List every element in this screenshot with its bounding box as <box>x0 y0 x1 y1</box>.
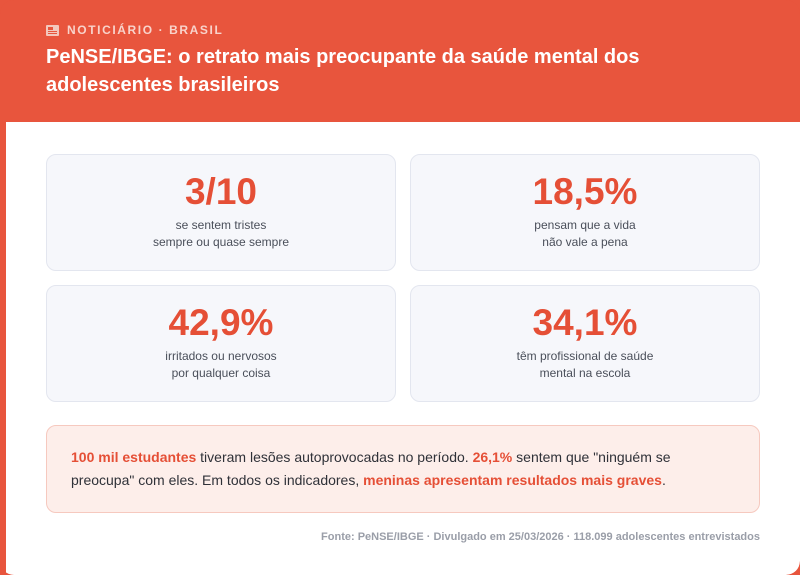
kicker: NOTICIÁRIO · BRASIL <box>46 22 754 38</box>
note-highlight: 26,1% <box>472 449 513 465</box>
stat-description-line: mental na escola <box>539 366 631 380</box>
stat-description: têm profissional de saúde mental na esco… <box>411 348 759 382</box>
stat-description: irritados ou nervosos por qualquer coisa <box>47 348 395 382</box>
stat-card-irritated: 42,9% irritados ou nervosos por qualquer… <box>46 285 396 402</box>
stat-value: 18,5% <box>532 171 638 212</box>
newspaper-icon <box>46 24 59 36</box>
source-caption: Fonte: PeNSE/IBGE · Divulgado em 25/03/2… <box>321 531 760 543</box>
note-text: tiveram lesões autoprovocadas no período… <box>196 449 473 465</box>
note-text: . <box>661 472 666 488</box>
page-title: PeNSE/IBGE: o retrato mais preocupante d… <box>46 46 640 96</box>
stat-description-line: se sentem tristes <box>175 218 267 232</box>
stat-description-line: têm profissional de saúde <box>516 349 654 363</box>
stat-value: 3/10 <box>184 171 257 212</box>
note-highlight: meninas apresentam resultados mais grave… <box>363 472 662 488</box>
stat-card-sadness: 3/10 se sentem tristes sempre ou quase s… <box>46 154 396 271</box>
stat-description-line: por qualquer coisa <box>171 366 271 380</box>
stat-description: se sentem tristes sempre ou quase sempre <box>47 217 395 251</box>
stat-description-line: irritados ou nervosos <box>165 349 277 363</box>
content-area: 3/10 se sentem tristes sempre ou quase s… <box>6 122 800 575</box>
header: NOTICIÁRIO · BRASIL PeNSE/IBGE: o retrat… <box>0 0 800 122</box>
stat-description-line: não vale a pena <box>542 235 628 249</box>
stat-card-school-professional: 34,1% têm profissional de saúde mental n… <box>410 285 760 402</box>
kicker-label: NOTICIÁRIO · BRASIL <box>67 23 224 37</box>
highlight-note: 100 mil estudantes tiveram lesões autopr… <box>46 425 760 513</box>
note-text: sentem que "ninguém se preocupa" com ele… <box>71 449 671 488</box>
stat-value: 42,9% <box>168 302 274 343</box>
note-highlight: 100 mil estudantes <box>71 449 197 465</box>
stat-value: 34,1% <box>532 302 638 343</box>
stat-description-line: pensam que a vida <box>534 218 636 232</box>
stat-card-life-worth: 18,5% pensam que a vida não vale a pena <box>410 154 760 271</box>
stat-description: pensam que a vida não vale a pena <box>411 217 759 251</box>
stat-description-line: sempre ou quase sempre <box>152 235 290 249</box>
